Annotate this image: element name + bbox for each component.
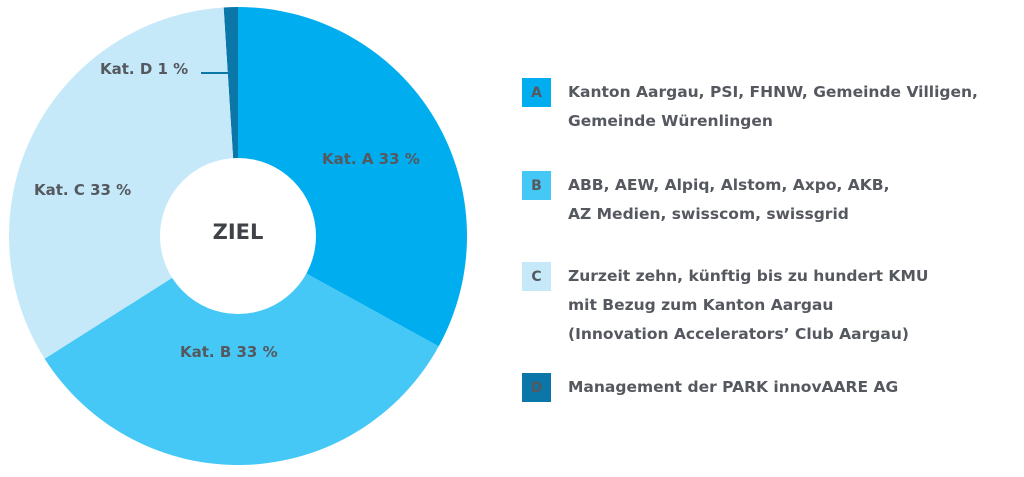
legend-item-b: B ABB, AEW, Alpiq, Alstom, Axpo, AKB, AZ… <box>522 171 889 229</box>
donut-chart: ZIEL Kat. A 33 % Kat. B 33 % Kat. C 33 %… <box>8 7 467 466</box>
legend-item-a: A Kanton Aargau, PSI, FHNW, Gemeinde Vil… <box>522 78 978 136</box>
legend-text-a: Kanton Aargau, PSI, FHNW, Gemeinde Villi… <box>568 78 978 136</box>
legend-line: Management der PARK innovAARE AG <box>568 378 899 396</box>
legend-text-b: ABB, AEW, Alpiq, Alstom, Axpo, AKB, AZ M… <box>568 171 889 229</box>
slice-label-d: Kat. D 1 % <box>100 60 188 78</box>
legend-item-d: D Management der PARK innovAARE AG <box>522 373 898 402</box>
legend-badge-b: B <box>522 171 551 200</box>
legend-badge-d: D <box>522 373 551 402</box>
legend-item-c: C Zurzeit zehn, künftig bis zu hundert K… <box>522 262 928 349</box>
legend-line: Zurzeit zehn, künftig bis zu hundert KMU <box>568 267 929 285</box>
legend-line: Gemeinde Würenlingen <box>568 112 773 130</box>
legend-line: mit Bezug zum Kanton Aargau <box>568 296 834 314</box>
legend-badge-a: A <box>522 78 551 107</box>
slice-label-b: Kat. B 33 % <box>180 343 278 361</box>
legend-text-c: Zurzeit zehn, künftig bis zu hundert KMU… <box>568 262 928 349</box>
legend-line: (Innovation Accelerators’ Club Aargau) <box>568 325 909 343</box>
legend-line: Kanton Aargau, PSI, FHNW, Gemeinde Villi… <box>568 83 978 101</box>
center-label: ZIEL <box>213 220 264 244</box>
pie-slice-b <box>44 236 439 466</box>
legend-line: AZ Medien, swisscom, swissgrid <box>568 205 849 223</box>
legend-badge-c: C <box>522 262 551 291</box>
legend-line: ABB, AEW, Alpiq, Alstom, Axpo, AKB, <box>568 176 890 194</box>
slice-label-a: Kat. A 33 % <box>322 150 420 168</box>
legend-text-d: Management der PARK innovAARE AG <box>568 373 898 402</box>
donut-hole <box>160 158 316 314</box>
slice-label-c: Kat. C 33 % <box>34 181 131 199</box>
